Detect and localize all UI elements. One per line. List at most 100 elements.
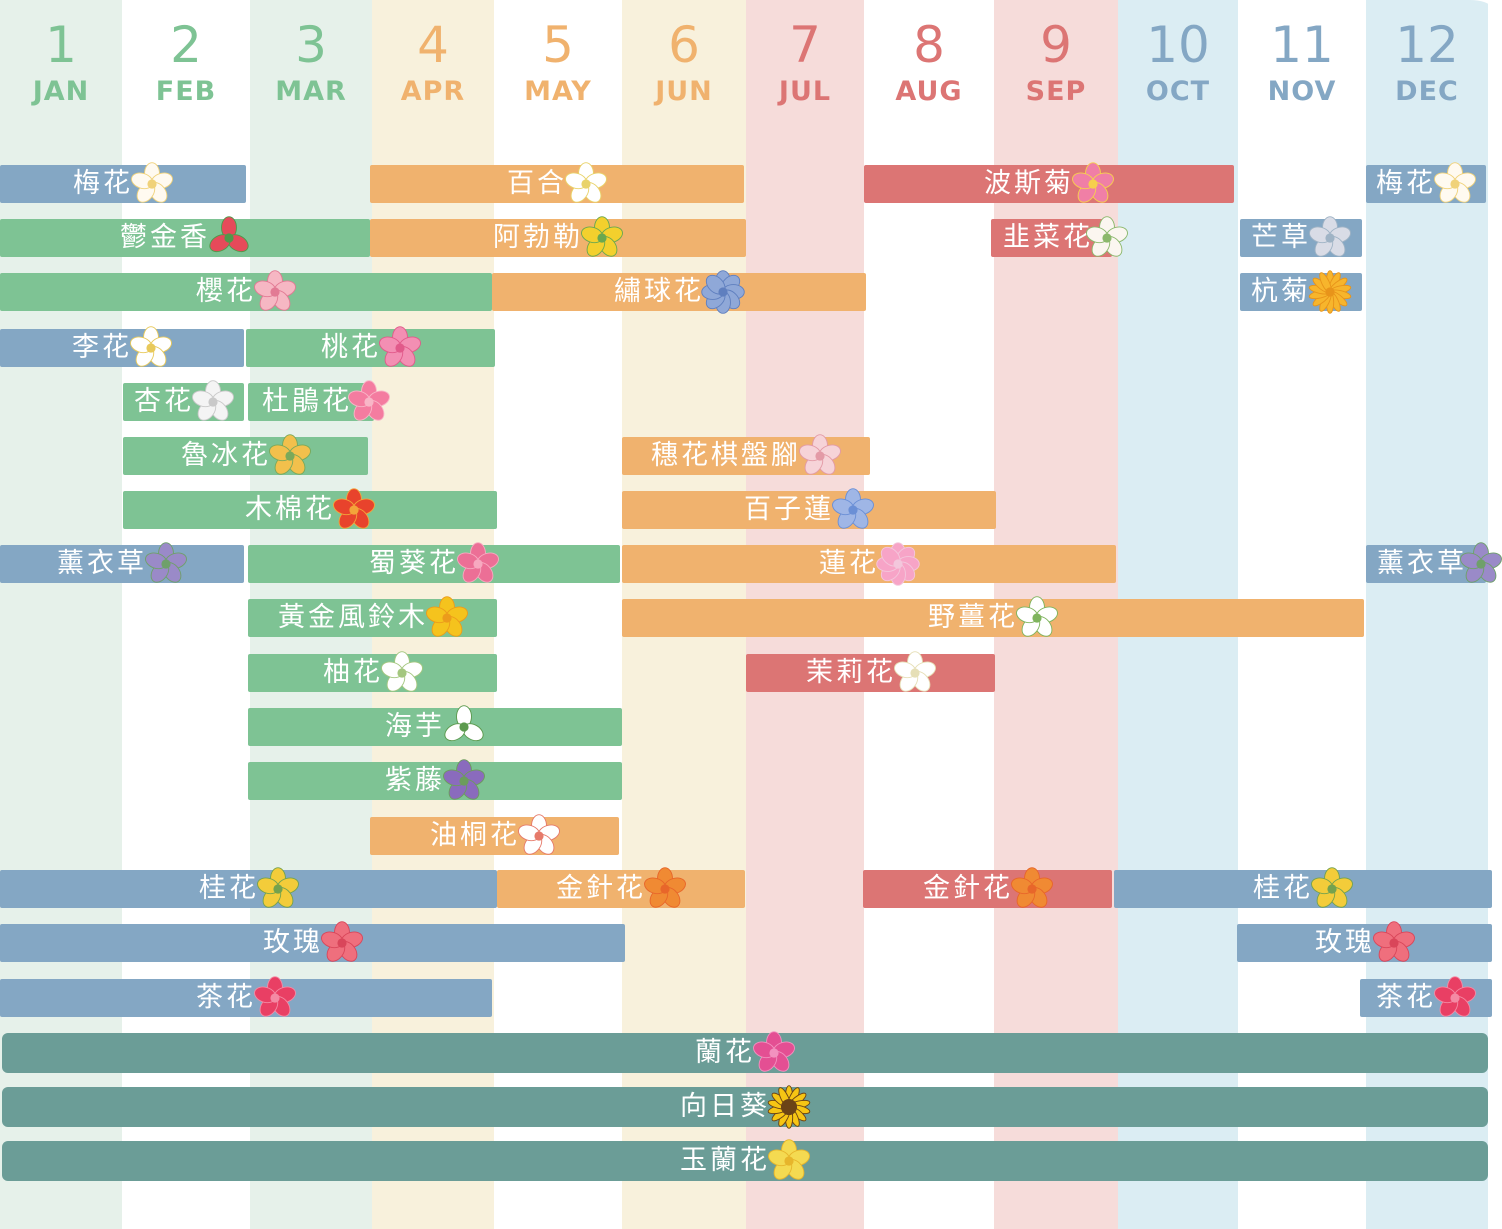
flower-bar: 紫藤	[248, 759, 622, 800]
flower-bar: 薰衣草	[0, 542, 244, 583]
month-abbr-2: FEB	[155, 76, 217, 107]
flower-bar-label: 李花	[72, 332, 132, 363]
month-abbr-9: SEP	[1025, 76, 1087, 107]
ginger-lily-icon	[1016, 596, 1058, 637]
chrysanthemum-icon	[1308, 270, 1352, 314]
hollyhock-icon	[457, 542, 499, 583]
flower-bar: 波斯菊	[864, 162, 1234, 203]
flower-bar-label: 玫瑰	[1315, 927, 1375, 958]
azalea-icon	[348, 380, 390, 421]
flower-bar: 向日葵	[2, 1085, 1488, 1129]
month-number-10: 10	[1146, 16, 1210, 74]
chive-flower-icon	[1086, 216, 1128, 257]
flower-bar-label: 桃花	[321, 332, 381, 363]
sakura-icon	[254, 270, 296, 311]
apricot-blossom-icon	[192, 380, 234, 421]
flower-bar-label: 薰衣草	[57, 548, 147, 579]
rose-icon	[1373, 921, 1415, 962]
flower-bar: 鬱金香	[0, 216, 370, 257]
lavender-icon	[1460, 542, 1502, 583]
wisteria-icon	[443, 759, 485, 800]
flower-bar: 黃金風鈴木	[248, 596, 497, 637]
flower-bar: 海芋	[248, 705, 622, 746]
flower-bar: 野薑花	[622, 596, 1364, 637]
flower-bar-label: 蘭花	[695, 1037, 755, 1068]
flower-bar-label: 蜀葵花	[369, 548, 459, 579]
camellia-icon	[254, 976, 296, 1017]
month-abbr-1: JAN	[32, 76, 90, 107]
plum-blossom-icon	[130, 326, 172, 367]
rose-icon	[321, 921, 363, 962]
flower-bar-label: 鬱金香	[120, 222, 210, 253]
flower-bar: 杜鵑花	[248, 380, 390, 421]
flower-bar-label: 梅花	[1376, 168, 1436, 199]
flower-bar-label: 百合	[507, 168, 567, 199]
agapanthus-icon	[832, 488, 874, 529]
month-number-12: 12	[1395, 16, 1459, 74]
flower-bar-label: 茉莉花	[806, 657, 896, 688]
lavender-icon	[145, 542, 187, 583]
hydrangea-icon	[701, 270, 745, 314]
flower-bar-label: 茶花	[1376, 982, 1436, 1013]
flower-bar: 梅花	[0, 162, 246, 203]
flower-bar: 百子蓮	[622, 488, 996, 529]
corner-mask	[1470, 0, 1502, 32]
flower-bar: 韭菜花	[991, 216, 1128, 257]
flower-bar: 蜀葵花	[248, 542, 620, 583]
silver-grass-icon	[1309, 216, 1351, 257]
flower-bar-label: 蓮花	[819, 548, 879, 579]
white-blossom-icon	[131, 162, 173, 203]
flower-bar-label: 芒草	[1251, 222, 1311, 253]
flower-bar-label: 韭菜花	[1003, 222, 1093, 253]
flower-bar-label: 梅花	[73, 168, 133, 199]
flower-bar-label: 穗花棋盤腳	[651, 440, 801, 471]
flower-bar-label: 魯冰花	[181, 440, 271, 471]
flower-bar-label: 玉蘭花	[680, 1145, 770, 1176]
flower-bar: 玫瑰	[1237, 921, 1492, 962]
month-band-2	[122, 0, 250, 1229]
flower-bar: 木棉花	[123, 488, 497, 529]
flower-bar: 玉蘭花	[2, 1139, 1488, 1181]
tulip-icon	[209, 216, 249, 253]
flower-bar: 杏花	[123, 380, 244, 421]
month-band-1	[0, 0, 122, 1229]
month-abbr-5: MAY	[524, 76, 592, 107]
flower-bar: 桃花	[246, 326, 495, 367]
flower-bar: 櫻花	[0, 270, 492, 311]
flower-bar: 杭菊	[1240, 270, 1362, 314]
flower-bar-label: 向日葵	[680, 1091, 770, 1122]
flower-bar: 蘭花	[2, 1031, 1488, 1073]
golden-shower-icon	[581, 216, 623, 257]
flower-bar-label: 桂花	[199, 873, 259, 904]
jasmine-icon	[894, 651, 936, 692]
flower-bar-label: 木棉花	[245, 494, 335, 525]
month-band-12	[1366, 0, 1488, 1229]
month-number-11: 11	[1270, 16, 1334, 74]
month-number-3: 3	[295, 16, 327, 74]
flower-bar-label: 杜鵑花	[262, 386, 352, 417]
lily-icon	[565, 162, 607, 203]
magnolia-icon	[768, 1139, 810, 1180]
month-number-9: 9	[1040, 16, 1072, 74]
flower-bar-label: 柚花	[323, 657, 383, 688]
flower-bar: 桂花	[0, 867, 497, 908]
flower-bar: 繡球花	[492, 270, 866, 314]
kapok-icon	[333, 488, 375, 529]
flower-bar: 油桐花	[370, 814, 619, 855]
barringtonia-icon	[799, 434, 841, 475]
peach-blossom-icon	[379, 326, 421, 367]
month-abbr-10: OCT	[1145, 76, 1211, 107]
flower-bar: 柚花	[248, 651, 497, 692]
month-abbr-3: MAR	[275, 76, 347, 107]
flower-bar-label: 波斯菊	[984, 168, 1074, 199]
flower-bar-label: 茶花	[196, 982, 256, 1013]
osmanthus-icon	[257, 867, 299, 908]
flower-bar-label: 玫瑰	[263, 927, 323, 958]
white-blossom-icon	[1434, 162, 1476, 203]
flower-bar: 桂花	[1114, 867, 1492, 908]
month-number-4: 4	[417, 16, 449, 74]
flower-bar-label: 黃金風鈴木	[278, 602, 428, 633]
month-number-7: 7	[789, 16, 821, 74]
flower-bar-label: 繡球花	[614, 276, 704, 307]
